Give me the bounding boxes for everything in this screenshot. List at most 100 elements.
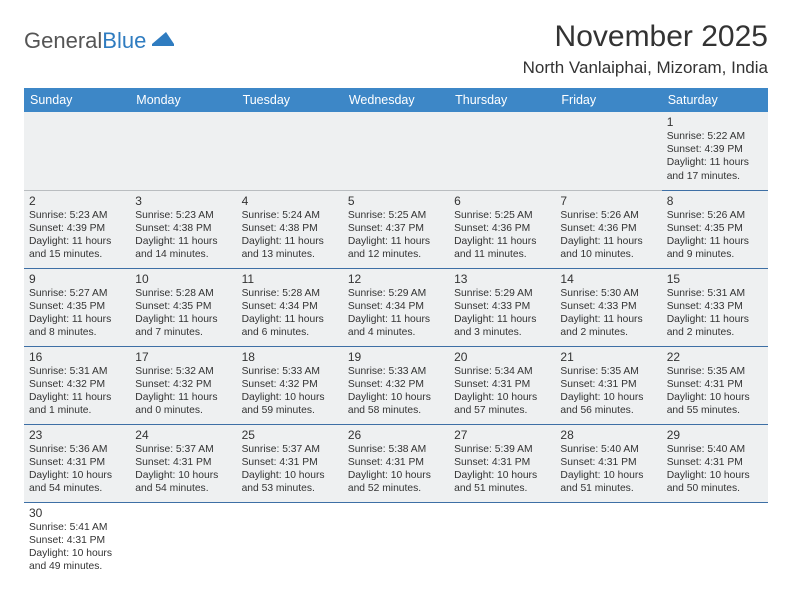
calendar-cell: 8Sunrise: 5:26 AMSunset: 4:35 PMDaylight… [662,190,768,268]
day-number: 27 [454,428,550,442]
calendar-cell: 23Sunrise: 5:36 AMSunset: 4:31 PMDayligh… [24,424,130,502]
sunset: Sunset: 4:38 PM [135,222,231,235]
day-info: Sunrise: 5:31 AMSunset: 4:32 PMDaylight:… [29,365,125,418]
day-number: 6 [454,194,550,208]
sunrise: Sunrise: 5:28 AM [242,287,338,300]
day-info: Sunrise: 5:33 AMSunset: 4:32 PMDaylight:… [242,365,338,418]
day-info: Sunrise: 5:29 AMSunset: 4:33 PMDaylight:… [454,287,550,340]
day-number: 2 [29,194,125,208]
sunset: Sunset: 4:34 PM [242,300,338,313]
day-number: 24 [135,428,231,442]
sunrise: Sunrise: 5:40 AM [560,443,656,456]
daylight: Daylight: 10 hours and 54 minutes. [29,469,125,495]
sunset: Sunset: 4:39 PM [667,143,763,156]
sunrise: Sunrise: 5:37 AM [135,443,231,456]
sunrise: Sunrise: 5:33 AM [242,365,338,378]
calendar-cell: 9Sunrise: 5:27 AMSunset: 4:35 PMDaylight… [24,268,130,346]
daylight: Daylight: 11 hours and 2 minutes. [667,313,763,339]
sunrise: Sunrise: 5:32 AM [135,365,231,378]
calendar-cell: 2Sunrise: 5:23 AMSunset: 4:39 PMDaylight… [24,190,130,268]
day-number: 3 [135,194,231,208]
calendar-cell: 6Sunrise: 5:25 AMSunset: 4:36 PMDaylight… [449,190,555,268]
day-number: 22 [667,350,763,364]
sunset: Sunset: 4:35 PM [29,300,125,313]
sunset: Sunset: 4:33 PM [454,300,550,313]
sunset: Sunset: 4:31 PM [348,456,444,469]
day-info: Sunrise: 5:30 AMSunset: 4:33 PMDaylight:… [560,287,656,340]
day-info: Sunrise: 5:37 AMSunset: 4:31 PMDaylight:… [135,443,231,496]
day-info: Sunrise: 5:38 AMSunset: 4:31 PMDaylight:… [348,443,444,496]
day-header: Friday [555,88,661,112]
day-info: Sunrise: 5:33 AMSunset: 4:32 PMDaylight:… [348,365,444,418]
daylight: Daylight: 11 hours and 4 minutes. [348,313,444,339]
sunset: Sunset: 4:37 PM [348,222,444,235]
day-info: Sunrise: 5:25 AMSunset: 4:37 PMDaylight:… [348,209,444,262]
calendar-cell-empty [555,112,661,190]
daylight: Daylight: 10 hours and 57 minutes. [454,391,550,417]
calendar-cell-empty [555,502,661,580]
sunset: Sunset: 4:31 PM [667,456,763,469]
calendar-cell: 19Sunrise: 5:33 AMSunset: 4:32 PMDayligh… [343,346,449,424]
sunset: Sunset: 4:32 PM [348,378,444,391]
sunset: Sunset: 4:31 PM [454,456,550,469]
sunset: Sunset: 4:38 PM [242,222,338,235]
daylight: Daylight: 11 hours and 15 minutes. [29,235,125,261]
calendar-table: SundayMondayTuesdayWednesdayThursdayFrid… [24,88,768,580]
day-info: Sunrise: 5:35 AMSunset: 4:31 PMDaylight:… [560,365,656,418]
sunset: Sunset: 4:31 PM [560,456,656,469]
calendar-cell: 3Sunrise: 5:23 AMSunset: 4:38 PMDaylight… [130,190,236,268]
sunset: Sunset: 4:31 PM [135,456,231,469]
daylight: Daylight: 10 hours and 52 minutes. [348,469,444,495]
day-number: 25 [242,428,338,442]
sunset: Sunset: 4:31 PM [454,378,550,391]
sunrise: Sunrise: 5:41 AM [29,521,125,534]
day-info: Sunrise: 5:37 AMSunset: 4:31 PMDaylight:… [242,443,338,496]
calendar-cell: 7Sunrise: 5:26 AMSunset: 4:36 PMDaylight… [555,190,661,268]
day-number: 19 [348,350,444,364]
day-info: Sunrise: 5:26 AMSunset: 4:35 PMDaylight:… [667,209,763,262]
sunset: Sunset: 4:33 PM [667,300,763,313]
daylight: Daylight: 11 hours and 9 minutes. [667,235,763,261]
daylight: Daylight: 10 hours and 51 minutes. [560,469,656,495]
title-block: November 2025 North Vanlaiphai, Mizoram,… [523,20,768,78]
calendar-row: 16Sunrise: 5:31 AMSunset: 4:32 PMDayligh… [24,346,768,424]
sunset: Sunset: 4:39 PM [29,222,125,235]
day-number: 14 [560,272,656,286]
day-info: Sunrise: 5:39 AMSunset: 4:31 PMDaylight:… [454,443,550,496]
sunset: Sunset: 4:31 PM [667,378,763,391]
daylight: Daylight: 11 hours and 12 minutes. [348,235,444,261]
day-header: Tuesday [237,88,343,112]
sunrise: Sunrise: 5:37 AM [242,443,338,456]
daylight: Daylight: 11 hours and 3 minutes. [454,313,550,339]
day-number: 7 [560,194,656,208]
sunrise: Sunrise: 5:26 AM [560,209,656,222]
sunset: Sunset: 4:31 PM [560,378,656,391]
header: GeneralBlue November 2025 North Vanlaiph… [24,20,768,78]
day-header: Thursday [449,88,555,112]
daylight: Daylight: 10 hours and 49 minutes. [29,547,125,573]
day-number: 8 [667,194,763,208]
daylight: Daylight: 11 hours and 10 minutes. [560,235,656,261]
day-number: 9 [29,272,125,286]
calendar-cell-empty [130,502,236,580]
sunrise: Sunrise: 5:28 AM [135,287,231,300]
day-info: Sunrise: 5:40 AMSunset: 4:31 PMDaylight:… [667,443,763,496]
calendar-cell-empty [449,112,555,190]
calendar-cell: 27Sunrise: 5:39 AMSunset: 4:31 PMDayligh… [449,424,555,502]
calendar-cell-empty [343,112,449,190]
sunrise: Sunrise: 5:27 AM [29,287,125,300]
day-header: Sunday [24,88,130,112]
logo-text-blue: Blue [102,28,146,53]
day-info: Sunrise: 5:28 AMSunset: 4:34 PMDaylight:… [242,287,338,340]
sunrise: Sunrise: 5:31 AM [29,365,125,378]
calendar-row: 1Sunrise: 5:22 AMSunset: 4:39 PMDaylight… [24,112,768,190]
sunrise: Sunrise: 5:36 AM [29,443,125,456]
sunrise: Sunrise: 5:34 AM [454,365,550,378]
logo: GeneralBlue [24,28,176,54]
sunrise: Sunrise: 5:33 AM [348,365,444,378]
daylight: Daylight: 11 hours and 13 minutes. [242,235,338,261]
day-info: Sunrise: 5:36 AMSunset: 4:31 PMDaylight:… [29,443,125,496]
sunrise: Sunrise: 5:25 AM [454,209,550,222]
calendar-cell-empty [237,502,343,580]
sunrise: Sunrise: 5:30 AM [560,287,656,300]
